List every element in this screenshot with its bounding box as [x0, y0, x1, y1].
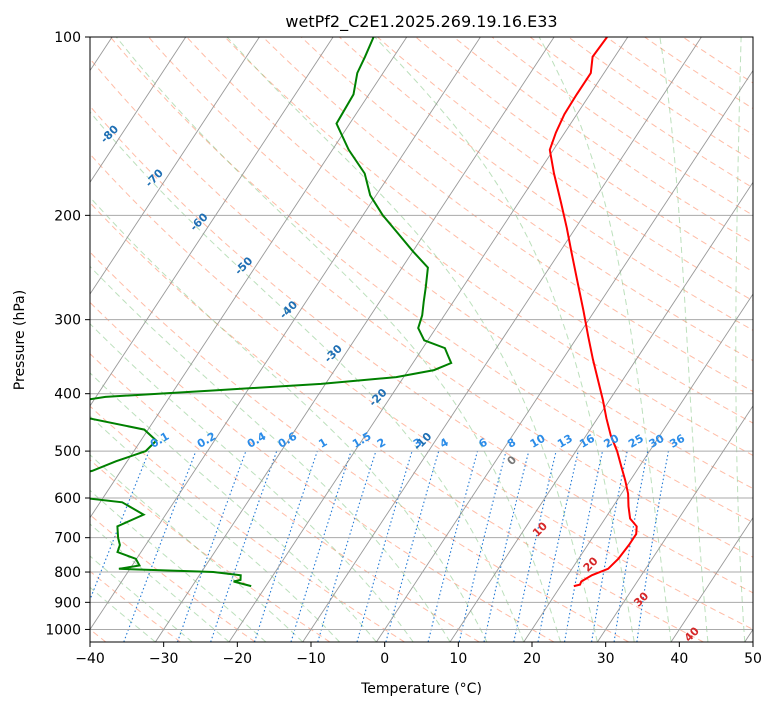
mixing-ratio-line [317, 450, 377, 642]
isotherm-gridline [228, 37, 629, 642]
moist-adiabat-line [226, 37, 598, 642]
dry-adiabat-line [90, 105, 753, 594]
dry-adiabat-line [90, 153, 753, 630]
mixing-ratio-line [458, 450, 507, 642]
mixing-ratio-line [210, 450, 278, 642]
dry-adiabat-line [90, 251, 629, 642]
moist-adiabat-line [115, 37, 562, 642]
mixing-ratio-line [427, 450, 479, 642]
moist-adiabat-line [735, 37, 746, 642]
mixing-ratio-line [290, 450, 352, 642]
moist-adiabat-line [90, 454, 304, 642]
dry-adiabat-line [338, 37, 753, 331]
mixing-ratio-line [636, 451, 669, 642]
temperature-profile-line [548, 37, 638, 588]
y-axis-label: Pressure (hPa) [12, 290, 28, 390]
x-tick-label: −10 [296, 651, 326, 667]
y-tick-label: 1000 [45, 622, 81, 638]
moist-adiabat-line [659, 37, 709, 642]
x-tick-label: −20 [223, 651, 253, 667]
y-tick-label: 900 [54, 595, 81, 611]
mixing-ratio-line [176, 450, 247, 642]
y-tick-label: 400 [54, 387, 81, 403]
isotherm-gridline [155, 37, 555, 642]
dewpoint-profile-line [90, 37, 453, 588]
moist-adiabat-line [538, 37, 672, 642]
isotherm-gridline [90, 37, 408, 519]
isotherm-gridline [302, 37, 702, 642]
y-tick-label: 200 [54, 208, 81, 224]
dry-adiabat-line [224, 37, 753, 424]
x-tick-label: 0 [380, 651, 389, 667]
dry-adiabat-line [90, 405, 405, 642]
isotherm-gridline [376, 69, 753, 642]
isotherm-gridline [90, 37, 187, 184]
moist-adiabat-line [90, 523, 230, 642]
moist-adiabat-line [90, 196, 488, 642]
isotherm-gridline [449, 181, 753, 642]
x-tick-label: −40 [75, 651, 105, 667]
mixing-ratio-line [253, 450, 318, 642]
moist-adiabat-line [374, 37, 635, 642]
dry-adiabat-line [90, 58, 753, 558]
dry-adiabat-line [90, 301, 555, 642]
moist-adiabat-line [90, 323, 414, 642]
plot-frame [89, 36, 754, 643]
isotherm-gridline [90, 37, 334, 407]
dry-adiabat-line [415, 37, 753, 273]
moist-adiabat-line [90, 265, 451, 642]
mixing-ratio-line [356, 450, 413, 642]
x-tick-label: 10 [449, 651, 467, 667]
y-tick-label: 300 [54, 313, 81, 329]
mixing-ratio-line [513, 450, 557, 642]
dry-adiabat-line [377, 37, 753, 302]
x-axis-label: Temperature (°C) [360, 681, 482, 697]
x-tick-label: 20 [523, 651, 541, 667]
x-tick-label: 30 [597, 651, 615, 667]
dry-adiabat-line [110, 37, 753, 523]
moist-adiabat-line [90, 372, 377, 642]
mixing-ratio-line [123, 450, 197, 642]
isotherm-gridline [597, 405, 753, 642]
isotherm-gridline [90, 37, 260, 295]
y-tick-label: 100 [54, 30, 81, 46]
y-tick-label: 500 [54, 444, 81, 460]
chart-title: wetPf2_C2E1.2025.269.19.16.E33 [285, 12, 557, 32]
isotherm-gridline [670, 516, 753, 642]
dry-adiabat-line [491, 37, 753, 216]
y-tick-label: 700 [54, 531, 81, 547]
x-tick-label: −30 [149, 651, 179, 667]
y-tick-label: 600 [54, 491, 81, 507]
x-tick-label: 50 [744, 651, 762, 667]
moist-adiabat-line [90, 415, 340, 642]
dry-adiabat-line [453, 37, 753, 244]
isotherm-gridline [523, 293, 753, 642]
isotherm-gridline [90, 37, 481, 631]
dry-adiabat-line [186, 37, 753, 456]
moist-adiabat-line [90, 111, 525, 642]
x-tick-label: 40 [670, 651, 688, 667]
y-tick-label: 800 [54, 565, 81, 581]
